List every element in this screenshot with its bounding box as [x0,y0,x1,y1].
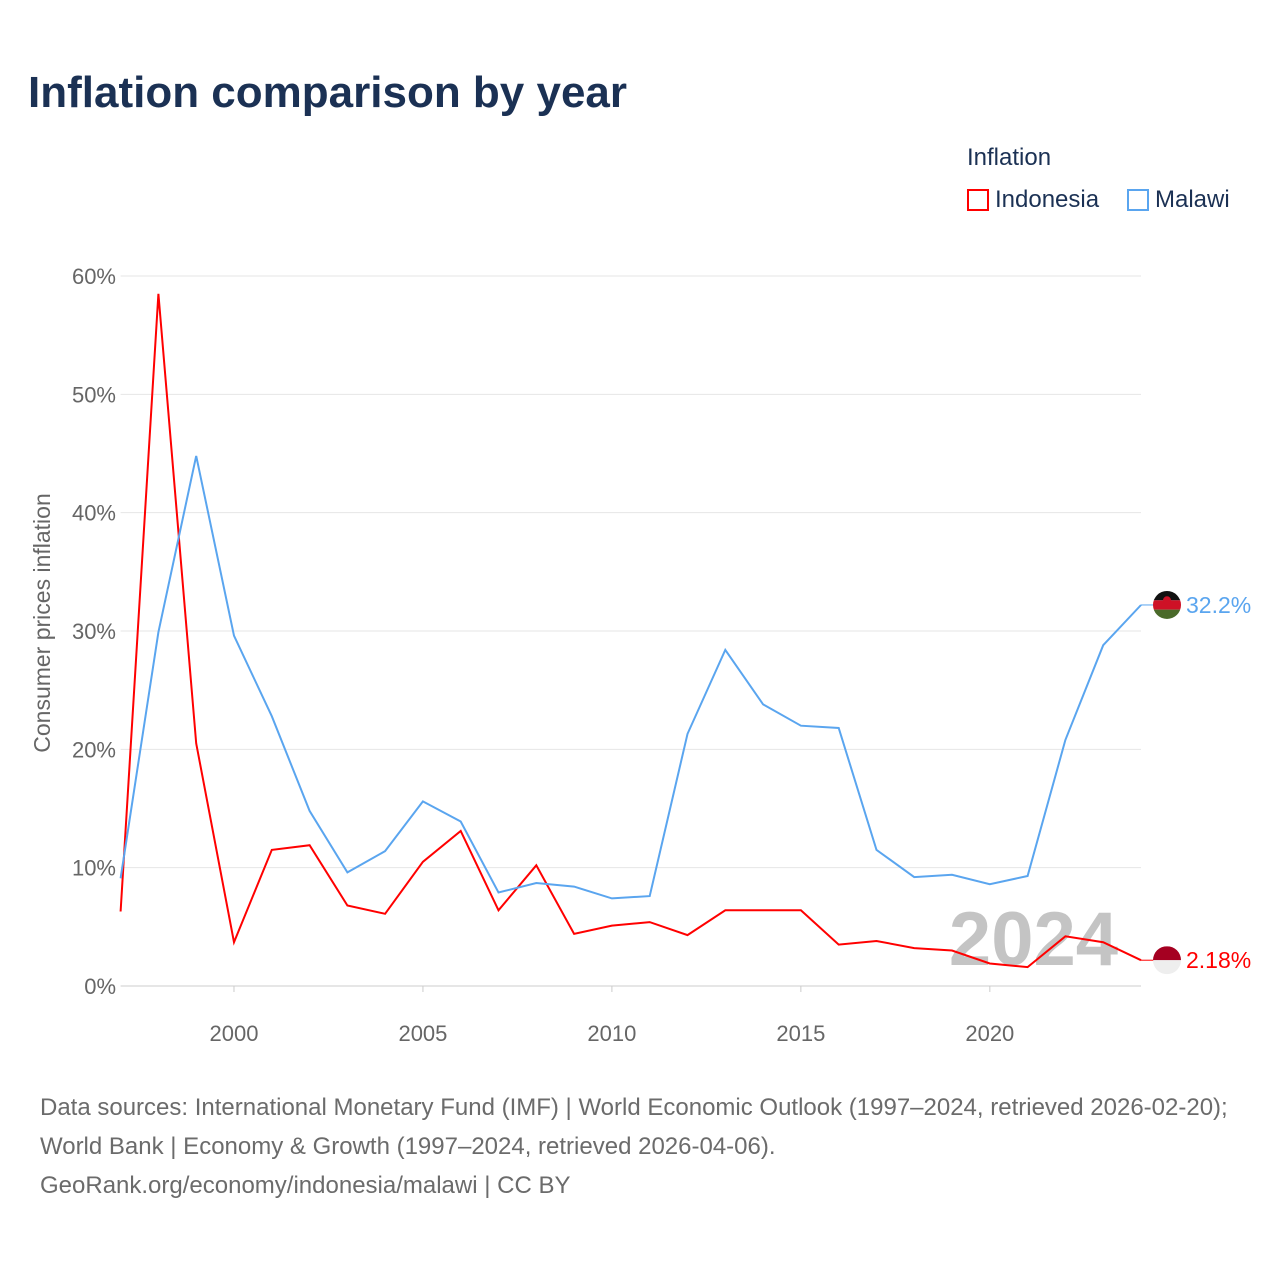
legend-label: Malawi [1155,186,1230,213]
y-tick-label: 40% [72,501,116,526]
series-line-indonesia[interactable] [119,293,1142,969]
y-tick-label: 60% [72,264,116,289]
y-tick-label: 0% [84,974,116,999]
indonesia-flag-icon [1153,946,1181,975]
footer: Data sources: International Monetary Fun… [40,1088,1250,1205]
x-tick-label: 2015 [776,1021,825,1046]
legend-label: Indonesia [995,186,1100,213]
source-link[interactable]: GeoRank.org/economy/indonesia/malawi | C… [40,1172,571,1199]
end-value-label: 32.2% [1186,592,1251,618]
legend-title: Inflation [967,144,1052,171]
data-sources: Data sources: International Monetary Fun… [40,1094,1228,1160]
x-tick-label: 2020 [965,1021,1014,1046]
x-tick-label: 2010 [587,1021,636,1046]
y-tick-label: 30% [72,619,116,644]
series-line-malawi[interactable] [119,455,1142,900]
chart-title: Inflation comparison by year [28,68,628,117]
end-value-label: 2.18% [1186,947,1251,973]
malawi-flag-icon [1153,590,1181,619]
y-tick-label: 20% [72,737,116,762]
year-watermark: 2024 [949,897,1118,982]
line-chart: 0% 10% 20% 30% 40% 50% 60% 2000 2005 2010 2015 2020… [29,264,1251,1046]
legend-item-malawi[interactable]: Malawi [1127,186,1230,214]
x-tick-label: 2000 [210,1021,259,1046]
x-tick-label: 2005 [398,1021,447,1046]
legend-item-indonesia[interactable]: Indonesia [967,186,1099,214]
y-tick-label: 50% [72,382,116,407]
legend-swatch [967,189,989,211]
y-axis-label: Consumer prices inflation [29,493,55,753]
y-tick-label: 10% [72,856,116,881]
legend-swatch [1127,189,1149,211]
